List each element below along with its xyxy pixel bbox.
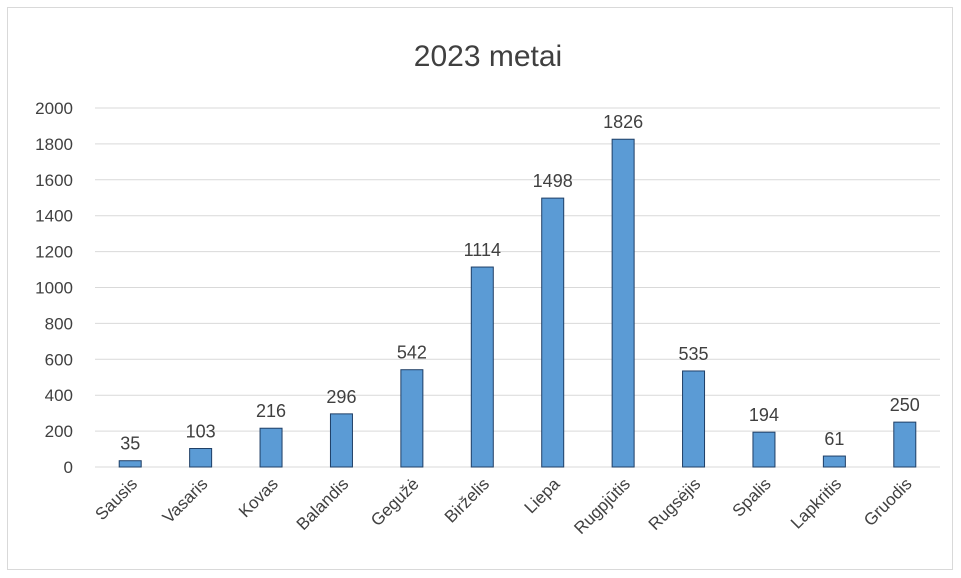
y-tick-label: 800 (45, 314, 73, 333)
data-label: 194 (749, 405, 779, 425)
bar (752, 431, 776, 468)
y-axis-ticks: 0 200 400 600 800 1000 1200 1400 1600 1800 2000 (35, 99, 73, 477)
chart-title: 2023 metai (414, 40, 562, 73)
gridlines (95, 107, 940, 468)
x-tick-label: Spalis (729, 474, 775, 520)
y-tick-label: 1200 (35, 243, 73, 262)
data-label: 1498 (533, 171, 573, 191)
y-tick-label: 0 (64, 458, 73, 477)
y-tick-label: 1600 (35, 171, 73, 190)
x-tick-label: Sausis (92, 474, 142, 524)
bar (541, 197, 565, 468)
y-tick-label: 600 (45, 350, 73, 369)
bar (189, 448, 213, 468)
data-label: 535 (679, 344, 709, 364)
x-tick-label: Balandis (293, 474, 353, 534)
data-label: 1826 (603, 112, 643, 132)
bar (470, 266, 494, 468)
x-axis-ticks: Sausis Vasaris Kovas Balandis Gegužė Birželis… (92, 474, 916, 538)
x-tick-label: Liepa (521, 474, 564, 517)
data-label: 216 (256, 401, 286, 421)
y-tick-label: 400 (45, 386, 73, 405)
data-label: 1114 (464, 240, 501, 260)
x-tick-label: Rugpjūtis (570, 474, 634, 538)
bar (400, 369, 424, 468)
data-label: 103 (186, 422, 216, 442)
x-tick-label: Kovas (235, 474, 282, 521)
y-tick-label: 1800 (35, 135, 73, 154)
bar (329, 413, 353, 468)
data-label: 61 (824, 429, 844, 449)
bar (611, 138, 635, 468)
y-tick-label: 1400 (35, 207, 73, 226)
data-label: 35 (120, 434, 140, 454)
x-tick-label: Gruodis (860, 474, 916, 530)
data-label: 542 (397, 343, 427, 363)
bar (822, 455, 846, 468)
bar (259, 427, 283, 468)
data-label: 296 (326, 387, 356, 407)
y-tick-label: 1000 (35, 279, 73, 298)
x-tick-label: Lapkritis (787, 474, 845, 532)
data-labels: 35 103 216 296 542 1114 1498 1826 535 194 61 250 (120, 112, 920, 453)
y-tick-label: 2000 (35, 99, 73, 118)
x-tick-label: Rugsėjis (645, 474, 705, 534)
bar (682, 370, 706, 468)
x-tick-label: Birželis (441, 474, 493, 526)
y-tick-label: 200 (45, 422, 73, 441)
x-tick-label: Gegužė (367, 474, 423, 530)
data-label: 250 (890, 395, 920, 415)
x-tick-label: Vasaris (159, 474, 212, 527)
bars (118, 138, 917, 468)
bar (118, 460, 142, 468)
bar (893, 421, 917, 468)
